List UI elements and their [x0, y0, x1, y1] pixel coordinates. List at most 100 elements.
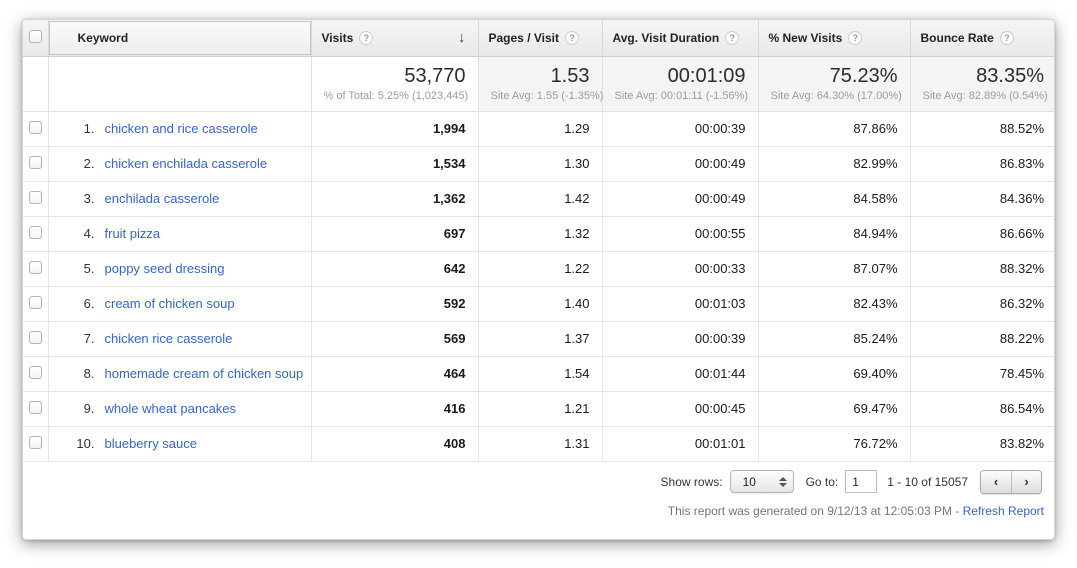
- help-icon[interactable]: ?: [725, 30, 740, 45]
- keyword-cell: 8. homemade cream of chicken soup: [47, 356, 311, 392]
- keyword-cell: 10. blueberry sauce: [47, 426, 311, 462]
- keyword-link[interactable]: fruit pizza: [104, 226, 161, 241]
- pct-new-visits-value: 69.47%: [757, 391, 910, 427]
- table-row: 9. whole wheat pancakes 416 1.21 00:00:4…: [23, 391, 1054, 427]
- help-icon[interactable]: ?: [848, 30, 863, 45]
- table-row: 1. chicken and rice casserole 1,994 1.29…: [23, 111, 1054, 147]
- table-body: 1. chicken and rice casserole 1,994 1.29…: [23, 111, 1054, 462]
- bounce-rate-value: 88.32%: [909, 251, 1054, 287]
- column-header-pages-per-visit[interactable]: Pages / Visit ?: [477, 20, 602, 57]
- pages-total-sub: Site Avg: 1.55 (-1.35%): [490, 90, 604, 102]
- table-row: 8. homemade cream of chicken soup 464 1.…: [23, 356, 1054, 392]
- pagination-bar: Show rows: 10 Go to: 1 - 10 of 15057 ‹ ›: [23, 462, 1054, 502]
- pct-new-visits-value: 82.99%: [757, 146, 910, 182]
- refresh-report-link[interactable]: Refresh Report: [962, 503, 1044, 518]
- row-checkbox[interactable]: [28, 330, 42, 344]
- pages-header-label: Pages / Visit: [488, 30, 559, 45]
- keyword-link[interactable]: chicken rice casserole: [104, 331, 233, 346]
- stepper-icon: [778, 476, 787, 487]
- avg-visit-duration-value: 00:01:44: [601, 356, 758, 392]
- column-header-pct-new-visits[interactable]: % New Visits ?: [757, 20, 910, 57]
- column-header-avg-visit-duration[interactable]: Avg. Visit Duration ?: [601, 20, 758, 57]
- avg-visit-duration-value: 00:00:39: [601, 111, 758, 147]
- keyword-cell: 4. fruit pizza: [47, 216, 311, 252]
- duration-total-sub: Site Avg: 00:01:11 (-1.56%): [614, 90, 749, 102]
- keyword-link[interactable]: chicken and rice casserole: [104, 121, 258, 136]
- keyword-cell: 9. whole wheat pancakes: [47, 391, 311, 427]
- visits-value: 408: [310, 426, 478, 462]
- keyword-link[interactable]: homemade cream of chicken soup: [104, 366, 304, 381]
- keyword-link[interactable]: cream of chicken soup: [104, 296, 235, 311]
- column-header-visits[interactable]: Visits ? ↓: [310, 20, 478, 57]
- row-rank: 7.: [83, 331, 95, 346]
- pages-total: 1.53: [550, 65, 590, 87]
- goto-page-input[interactable]: [845, 470, 878, 493]
- show-rows-select[interactable]: 10: [729, 470, 794, 493]
- row-checkbox-cell: [23, 321, 48, 357]
- row-checkbox-cell: [23, 426, 48, 462]
- visits-header-label: Visits: [321, 30, 354, 45]
- column-header-keyword: Keyword: [47, 20, 311, 57]
- help-icon[interactable]: ?: [359, 30, 374, 45]
- row-checkbox[interactable]: [28, 295, 42, 309]
- bounce-rate-value: 83.82%: [909, 426, 1054, 462]
- table-row: 3. enchilada casserole 1,362 1.42 00:00:…: [23, 181, 1054, 217]
- column-header-bounce-rate[interactable]: Bounce Rate ?: [909, 20, 1054, 57]
- row-rank: 1.: [83, 121, 95, 136]
- sort-descending-icon[interactable]: ↓: [458, 29, 466, 47]
- chevron-left-icon: ‹: [993, 474, 999, 489]
- row-checkbox[interactable]: [28, 365, 42, 379]
- bounce-total-sub: Site Avg: 82.89% (0.54%): [922, 90, 1048, 102]
- keyword-header-button[interactable]: Keyword: [49, 20, 311, 55]
- avg-visit-duration-value: 00:00:39: [601, 321, 758, 357]
- keyword-link[interactable]: enchilada casserole: [104, 191, 220, 206]
- keyword-link[interactable]: blueberry sauce: [104, 436, 198, 451]
- row-rank: 9.: [83, 401, 95, 416]
- help-icon[interactable]: ?: [999, 30, 1014, 45]
- keyword-link[interactable]: whole wheat pancakes: [104, 401, 237, 416]
- row-rank: 3.: [83, 191, 95, 206]
- summary-pages-cell: 1.53 Site Avg: 1.55 (-1.35%): [477, 56, 604, 112]
- bounce-rate-value: 86.66%: [909, 216, 1054, 252]
- avg-visit-duration-value: 00:00:49: [601, 146, 758, 182]
- summary-visits-cell: 53,770 % of Total: 5.25% (1,023,445): [310, 56, 478, 112]
- table-row: 6. cream of chicken soup 592 1.40 00:01:…: [23, 286, 1054, 322]
- visits-value: 464: [310, 356, 478, 392]
- duration-total: 00:01:09: [667, 65, 746, 87]
- select-all-checkbox[interactable]: [28, 29, 42, 43]
- generated-text: This report was generated on 9/12/13 at …: [667, 503, 963, 518]
- next-page-button[interactable]: ›: [1011, 470, 1041, 493]
- bounce-rate-value: 86.54%: [909, 391, 1054, 427]
- pages-per-visit-value: 1.21: [477, 391, 602, 427]
- visits-total-sub: % of Total: 5.25% (1,023,445): [323, 90, 469, 102]
- row-checkbox[interactable]: [28, 400, 42, 414]
- bounce-rate-value: 86.83%: [909, 146, 1054, 182]
- table-row: 4. fruit pizza 697 1.32 00:00:55 84.94% …: [23, 216, 1054, 252]
- prev-page-button[interactable]: ‹: [981, 470, 1011, 493]
- keyword-cell: 7. chicken rice casserole: [47, 321, 311, 357]
- pct-new-visits-value: 69.40%: [757, 356, 910, 392]
- help-icon[interactable]: ?: [564, 30, 579, 45]
- keyword-link[interactable]: poppy seed dressing: [104, 261, 225, 276]
- row-checkbox[interactable]: [28, 225, 42, 239]
- row-checkbox[interactable]: [28, 190, 42, 204]
- row-checkbox[interactable]: [28, 260, 42, 274]
- row-checkbox[interactable]: [28, 120, 42, 134]
- pages-per-visit-value: 1.22: [477, 251, 602, 287]
- goto-label: Go to:: [805, 474, 839, 489]
- keyword-link[interactable]: chicken enchilada casserole: [104, 156, 268, 171]
- bounce-header-label: Bounce Rate: [920, 30, 994, 45]
- avg-visit-duration-value: 00:00:45: [601, 391, 758, 427]
- bounce-rate-value: 88.52%: [909, 111, 1054, 147]
- bounce-rate-value: 86.32%: [909, 286, 1054, 322]
- summary-keyword-cell: [47, 56, 311, 112]
- row-checkbox[interactable]: [28, 155, 42, 169]
- table-row: 10. blueberry sauce 408 1.31 00:01:01 76…: [23, 426, 1054, 462]
- row-checkbox[interactable]: [28, 435, 42, 449]
- avg-visit-duration-value: 00:00:33: [601, 251, 758, 287]
- bounce-rate-value: 78.45%: [909, 356, 1054, 392]
- pct-new-visits-value: 84.58%: [757, 181, 910, 217]
- row-range-text: 1 - 10 of 15057: [887, 474, 968, 489]
- row-rank: 2.: [83, 156, 95, 171]
- show-rows-value: 10: [742, 474, 756, 489]
